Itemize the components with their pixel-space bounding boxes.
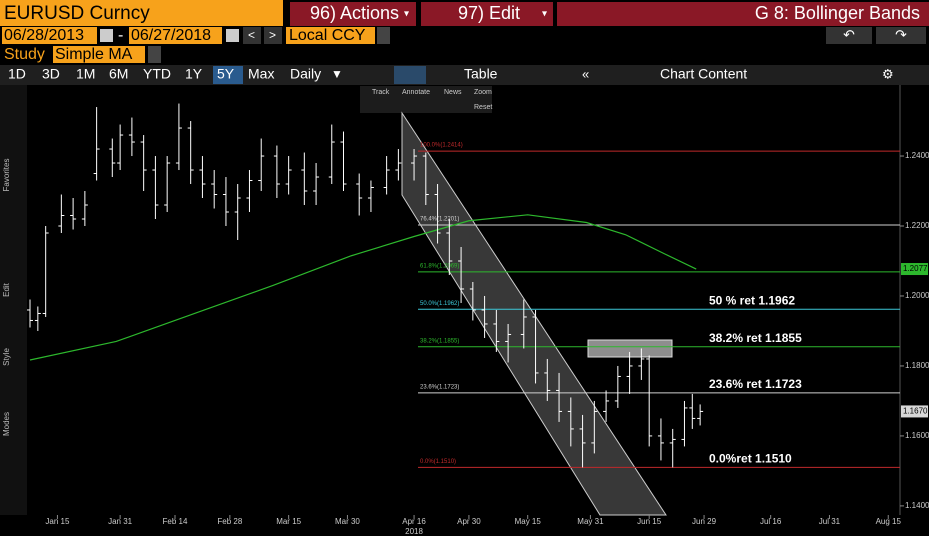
redo: ↷	[895, 27, 907, 43]
tool-button[interactable]: Zoom	[474, 89, 492, 96]
fib-level-label: 76.4%(1.2201)	[420, 217, 459, 223]
fib-annotation: 0.0%ret 1.1510	[709, 452, 792, 466]
tool-strip	[360, 86, 492, 113]
bar-style-button[interactable]	[394, 66, 426, 84]
undo: ↶	[843, 27, 855, 43]
x-tick-label: Jan 15	[45, 517, 70, 526]
frequency[interactable]: Daily	[290, 66, 321, 82]
x-tick-label: Jun 15	[637, 517, 662, 526]
last-value-badge	[901, 263, 928, 276]
separator: -	[118, 27, 123, 44]
side-tab[interactable]: Edit	[2, 282, 11, 297]
study-label: Study	[4, 46, 45, 63]
currency-box[interactable]	[286, 27, 375, 44]
arrow: ▾	[404, 9, 409, 20]
last-value-label: 1.1670	[903, 407, 928, 416]
function-bar	[557, 2, 929, 26]
period-selected	[213, 66, 243, 84]
security: EURUSD Curncy	[4, 3, 150, 24]
tool-button[interactable]: News	[444, 89, 462, 96]
actions: 96) Actions	[310, 3, 399, 23]
collapse[interactable]: «	[582, 66, 589, 81]
settings[interactable]: ⚙	[882, 66, 894, 81]
fib-level-label: 50.0%(1.1962)	[420, 301, 459, 307]
y-tick-label: 1.2000	[905, 291, 929, 300]
prev-button[interactable]	[243, 27, 261, 44]
side-tab[interactable]: Favorites	[2, 159, 11, 192]
fib-annotation: 23.6% ret 1.1723	[709, 377, 802, 391]
study-box[interactable]	[53, 46, 145, 63]
y-tick-label: 1.1800	[905, 361, 929, 370]
edit-button[interactable]	[421, 2, 553, 26]
x-tick-label: Jul 31	[819, 517, 841, 526]
period-button[interactable]: 1Y	[185, 66, 203, 82]
fib-level-label: 0.0%(1.1510)	[420, 459, 456, 465]
chart-content[interactable]: Chart Content	[660, 66, 747, 82]
tool-button[interactable]: Reset	[474, 104, 492, 111]
x-tick-label: Mar 15	[276, 517, 301, 526]
y-tick-label: 1.1600	[905, 431, 929, 440]
next: >	[269, 28, 276, 42]
last-value-badge	[901, 405, 928, 418]
period-button[interactable]: YTD	[143, 66, 171, 82]
y-tick-label: 1.2400	[905, 151, 929, 160]
fib-annotation: 38.2% ret 1.1855	[709, 331, 802, 345]
tool-button[interactable]: Track	[372, 89, 390, 96]
x-tick-label: Aug 15	[876, 517, 902, 526]
x-tick-label: Jan 31	[108, 517, 133, 526]
x-tick-label: Jun 29	[692, 517, 717, 526]
function: G 8: Bollinger Bands	[755, 3, 920, 23]
period-button[interactable]: Max	[248, 66, 274, 82]
x-tick-label: Apr 30	[457, 517, 481, 526]
x-tick-label: Feb 14	[163, 517, 188, 526]
x-tick-label: Jul 16	[760, 517, 782, 526]
prev: <	[248, 28, 255, 42]
start-date: 06/28/2013	[4, 27, 84, 44]
currency-dropdown[interactable]	[377, 27, 390, 44]
x-tick-label: Feb 28	[217, 517, 242, 526]
moving-average	[29, 214, 697, 361]
security-box[interactable]	[0, 0, 283, 26]
calendar-icon[interactable]	[226, 29, 239, 42]
end-date: 06/27/2018	[131, 27, 211, 44]
fib-level-label: 61.8%(1.2069)	[420, 263, 459, 269]
period-button[interactable]: 1D	[8, 66, 26, 82]
period-button[interactable]: 1M	[76, 66, 95, 82]
period-button[interactable]: 6M	[109, 66, 128, 82]
currency: Local CCY	[289, 27, 366, 44]
next-button[interactable]	[264, 27, 282, 44]
fib-level-label: 38.2%(1.1855)	[420, 338, 459, 344]
last-value-label: 1.2077	[903, 264, 928, 273]
trend-channel	[401, 111, 667, 516]
period-button[interactable]: 5Y	[217, 66, 235, 82]
tool-button[interactable]: Annotate	[402, 89, 430, 96]
end-date-box[interactable]	[129, 27, 222, 44]
calendar-icon[interactable]	[100, 29, 113, 42]
side-toolbar	[0, 85, 27, 515]
side-tab[interactable]: Modes	[2, 412, 11, 436]
table[interactable]: Table	[464, 66, 498, 82]
x-axis-label: 2018	[405, 527, 423, 536]
study: Simple MA	[55, 46, 133, 63]
x-tick-label: Mar 30	[335, 517, 360, 526]
arrow: ▾	[542, 9, 547, 20]
y-tick-label: 1.1400	[905, 501, 929, 510]
redo-button[interactable]	[876, 27, 926, 44]
arrow: ▼	[331, 67, 343, 81]
period-button[interactable]: 3D	[42, 66, 60, 82]
fib-level-label: 100.0%(1.2414)	[420, 143, 463, 149]
x-tick-label: May 15	[515, 517, 542, 526]
fib-level-label: 23.6%(1.1723)	[420, 384, 459, 390]
x-tick-label: May 31	[577, 517, 604, 526]
y-tick-label: 1.2200	[905, 221, 929, 230]
undo-button[interactable]	[826, 27, 872, 44]
start-date-box[interactable]	[2, 27, 97, 44]
study-dropdown[interactable]	[148, 46, 161, 63]
fib-annotation: 50 % ret 1.1962	[709, 293, 795, 307]
x-tick-label: Apr 16	[402, 517, 426, 526]
edit: 97) Edit	[458, 3, 520, 23]
side-tab[interactable]: Style	[2, 348, 11, 366]
actions-button[interactable]	[290, 2, 416, 26]
